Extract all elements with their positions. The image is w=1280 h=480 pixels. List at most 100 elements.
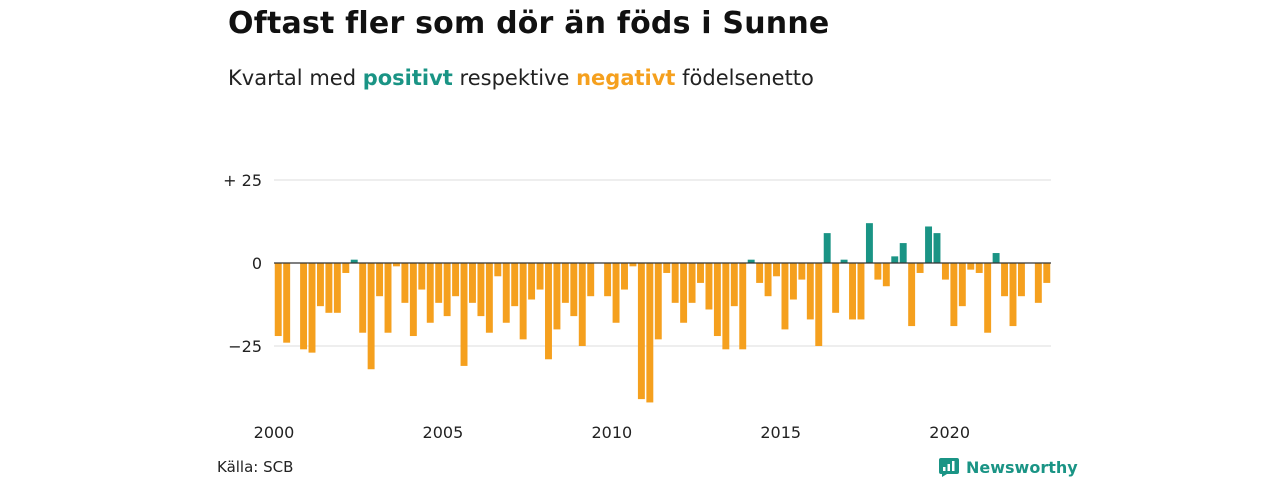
bar xyxy=(545,263,552,360)
bar xyxy=(502,263,510,323)
bar xyxy=(519,263,527,340)
bar xyxy=(958,263,966,307)
bar xyxy=(1043,263,1051,283)
bar xyxy=(300,263,308,350)
bar xyxy=(1034,263,1042,303)
bar xyxy=(747,259,755,263)
bar xyxy=(418,263,426,290)
source-label: Källa: SCB xyxy=(217,458,294,476)
bar xyxy=(511,263,519,307)
bar xyxy=(426,263,434,323)
bar xyxy=(916,263,924,273)
bar xyxy=(756,263,764,283)
bar xyxy=(849,263,856,320)
brand-name: Newsworthy xyxy=(966,457,1078,477)
subtitle-suffix: födelsenetto xyxy=(682,66,814,90)
x-tick-label: 2010 xyxy=(591,423,632,442)
bar xyxy=(342,263,350,273)
bar xyxy=(612,263,620,323)
brand-logo[interactable]: Newsworthy xyxy=(938,456,1078,478)
bar xyxy=(781,263,789,330)
subtitle-positive-word: positivt xyxy=(362,66,453,90)
bar xyxy=(485,263,493,333)
bar xyxy=(528,263,536,300)
bar xyxy=(941,263,949,280)
bar xyxy=(671,263,679,303)
y-tick-label: + 25 xyxy=(223,171,262,190)
bar xyxy=(832,263,840,313)
chart-title: Oftast fler som dör än föds i Sunne xyxy=(228,6,830,41)
bar xyxy=(367,263,375,370)
x-tick-label: 2005 xyxy=(423,423,464,442)
bar xyxy=(283,263,291,343)
bar xyxy=(1017,263,1025,297)
bar xyxy=(789,263,797,300)
bar xyxy=(967,263,975,270)
bar xyxy=(899,243,907,263)
bar xyxy=(477,263,485,317)
bar xyxy=(680,263,688,323)
bar xyxy=(722,263,730,350)
bar xyxy=(815,263,823,346)
bar xyxy=(621,263,628,290)
bar xyxy=(697,263,704,283)
x-tick-label: 2000 xyxy=(254,423,295,442)
bar xyxy=(604,263,612,297)
bar xyxy=(663,263,671,273)
bar xyxy=(764,263,772,297)
bar xyxy=(494,263,502,277)
bar xyxy=(435,263,443,303)
bar xyxy=(384,263,392,333)
bar xyxy=(823,233,831,263)
bar xyxy=(992,253,1000,263)
bar xyxy=(376,263,384,297)
bar xyxy=(359,263,367,333)
bar xyxy=(561,263,569,303)
bar xyxy=(798,263,806,280)
subtitle-negative-word: negativt xyxy=(576,66,676,90)
bar xyxy=(1001,263,1009,297)
bar xyxy=(401,263,409,303)
bar xyxy=(553,263,561,330)
bar xyxy=(536,263,544,290)
bar xyxy=(925,226,933,263)
bar xyxy=(806,263,814,320)
bar xyxy=(637,263,645,400)
chart-subtitle: Kvartal med positivt respektive negativt… xyxy=(228,66,814,90)
bar xyxy=(1009,263,1017,327)
bar xyxy=(882,263,890,287)
bar xyxy=(409,263,417,337)
bar xyxy=(857,263,865,320)
bar xyxy=(891,256,899,263)
bar xyxy=(350,259,358,263)
bar xyxy=(629,263,637,267)
bar xyxy=(984,263,992,333)
bar xyxy=(308,263,316,353)
bar xyxy=(333,263,341,313)
bar xyxy=(874,263,882,280)
newsworthy-logo-icon xyxy=(939,458,959,477)
bar xyxy=(469,263,476,303)
bar xyxy=(587,263,595,297)
bar xyxy=(460,263,468,366)
y-tick-label: 0 xyxy=(252,254,262,273)
bar xyxy=(578,263,586,346)
bar xyxy=(950,263,958,327)
subtitle-prefix: Kvartal med xyxy=(228,66,357,90)
bar xyxy=(908,263,916,327)
x-tick-label: 2020 xyxy=(929,423,970,442)
bar xyxy=(570,263,578,317)
bar xyxy=(688,263,696,303)
bar xyxy=(274,263,282,337)
bar xyxy=(840,259,848,263)
bar xyxy=(975,263,983,273)
x-tick-label: 2015 xyxy=(760,423,801,442)
bar xyxy=(730,263,738,307)
bar xyxy=(933,233,941,263)
bar xyxy=(705,263,713,310)
bar xyxy=(452,263,460,297)
bar xyxy=(865,223,873,263)
bar xyxy=(713,263,721,337)
y-tick-label: −25 xyxy=(228,337,262,356)
